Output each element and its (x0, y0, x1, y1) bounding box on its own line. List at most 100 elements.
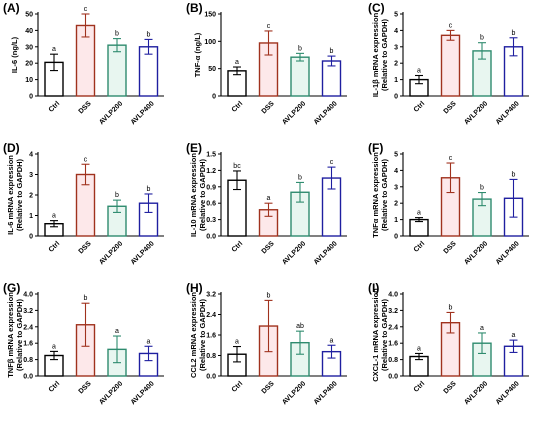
y-axis-label: TNF-α (ng/L) (193, 32, 202, 77)
x-tick-label: AVLP400 (495, 100, 521, 126)
x-tick-label: AVLP400 (130, 380, 156, 406)
x-tick-label: Ctrl (231, 240, 245, 254)
y-axis-label: IL-10 mRNA expression (189, 153, 198, 237)
significance-letter: b (298, 45, 302, 52)
panel-label: (B) (186, 1, 203, 15)
bar (440, 34, 461, 97)
x-tick-label: AVLP200 (281, 380, 307, 406)
significance-letter: a (330, 337, 334, 344)
y-tick-label: 0.0 (206, 374, 216, 381)
significance-letter: a (417, 345, 421, 352)
y-tick-label: 0.0 (206, 234, 216, 241)
panel-label: (F) (368, 141, 383, 155)
significance-letter: b (267, 292, 271, 299)
y-tick-label: 0 (29, 234, 33, 241)
x-tick-label: Ctrl (413, 240, 427, 254)
y-tick-label: 0 (394, 94, 398, 101)
significance-letter: a (52, 343, 56, 350)
y-tick-label: 1.5 (206, 152, 216, 159)
significance-letter: a (147, 338, 151, 345)
y-tick-label: 5 (394, 152, 398, 159)
y-tick-label: 4.0 (388, 292, 398, 299)
x-tick-label: AVLP200 (463, 380, 489, 406)
y-tick-label: 5 (394, 12, 398, 19)
y-axis-label: (Relative to GAPDH) (15, 158, 24, 231)
panel-label: (E) (186, 141, 202, 155)
y-tick-label: 3 (394, 184, 398, 191)
significance-letter: b (512, 30, 516, 37)
significance-letter: b (480, 35, 484, 42)
y-tick-label: 0.3 (206, 217, 216, 224)
panel-label: (H) (186, 281, 203, 295)
y-tick-label: 30 (25, 44, 33, 51)
x-tick-label: DSS (78, 240, 93, 255)
significance-letter: b (84, 295, 88, 302)
y-axis-label: IL-6 mRNA expression (6, 155, 15, 235)
y-tick-label: 1.6 (23, 341, 33, 348)
significance-letter: b (480, 185, 484, 192)
chart-panel: (C)IL-1β mRNA expression (Relative to GAP… (368, 1, 529, 126)
panel-label: (C) (368, 1, 385, 15)
significance-letter: a (52, 46, 56, 53)
x-tick-label: AVLP400 (495, 380, 521, 406)
y-tick-label: 2.4 (388, 324, 398, 331)
x-tick-label: Ctrl (413, 380, 427, 394)
x-tick-label: DSS (261, 380, 276, 395)
x-tick-label: DSS (443, 380, 458, 395)
x-tick-label: AVLP200 (98, 240, 124, 266)
significance-letter: bc (233, 163, 241, 170)
y-tick-label: 3 (394, 44, 398, 51)
y-tick-label: 0 (212, 94, 216, 101)
x-tick-label: DSS (261, 240, 276, 255)
significance-letter: b (449, 304, 453, 311)
significance-letter: c (84, 156, 88, 163)
significance-letter: a (417, 68, 421, 75)
x-tick-label: DSS (443, 100, 458, 115)
chart-panel: (A) IL-6 (ng/L) 0 10 20 30 40 50 a Ctrl c DSS b AVLP2… (3, 1, 164, 126)
chart-panel: (B) TNF-α (ng/L) 0 50 100 150 a Ctrl c DSS b AVLP20… (186, 1, 347, 126)
y-tick-label: 0.8 (23, 357, 33, 364)
y-tick-label: 2.4 (23, 324, 33, 331)
x-tick-label: Ctrl (231, 100, 245, 114)
y-tick-label: 10 (25, 77, 33, 84)
chart-panel: (G)TNFβ mRNA expression (Relative to GAPD… (3, 281, 164, 406)
x-tick-label: Ctrl (48, 380, 62, 394)
significance-letter: a (512, 332, 516, 339)
panel-label: (I) (368, 281, 379, 295)
y-tick-label: 1 (394, 77, 398, 84)
y-tick-label: 0 (394, 234, 398, 241)
y-tick-label: 0.6 (206, 201, 216, 208)
y-axis-label: (Relative to GAPDH) (380, 18, 389, 91)
x-tick-label: DSS (443, 240, 458, 255)
x-tick-label: AVLP400 (313, 240, 339, 266)
x-tick-label: AVLP400 (495, 240, 521, 266)
x-tick-label: AVLP400 (130, 240, 156, 266)
y-tick-label: 2 (394, 61, 398, 68)
y-tick-label: 1.6 (206, 333, 216, 340)
x-tick-label: AVLP200 (98, 100, 124, 126)
y-tick-label: 2 (394, 201, 398, 208)
y-axis-label: IL-1β mRNA expression (371, 12, 380, 97)
significance-letter: a (417, 210, 421, 217)
significance-letter: b (147, 186, 151, 193)
y-tick-label: 1.6 (388, 341, 398, 348)
y-tick-label: 1 (394, 217, 398, 224)
panel-label: (G) (3, 281, 20, 295)
significance-letter: c (330, 159, 334, 166)
y-tick-label: 0.0 (23, 374, 33, 381)
y-tick-label: 3 (29, 172, 33, 179)
y-tick-label: 50 (208, 66, 216, 73)
y-axis-label: IL-6 (ng/L) (10, 36, 19, 73)
x-tick-label: AVLP200 (98, 380, 124, 406)
chart-panel: (H)CCL2 mRNA expression (Relative to GAPD… (186, 281, 347, 406)
x-tick-label: DSS (261, 100, 276, 115)
x-tick-label: Ctrl (413, 100, 427, 114)
y-tick-label: 20 (25, 61, 33, 68)
significance-letter: a (480, 325, 484, 332)
x-tick-label: DSS (78, 100, 93, 115)
y-axis-label: (Relative to GAPDH) (380, 158, 389, 231)
significance-letter: b (512, 171, 516, 178)
x-tick-label: AVLP200 (463, 100, 489, 126)
chart-panel: (F)TNFα mRNA expression (Relative to GAPD… (368, 141, 529, 266)
